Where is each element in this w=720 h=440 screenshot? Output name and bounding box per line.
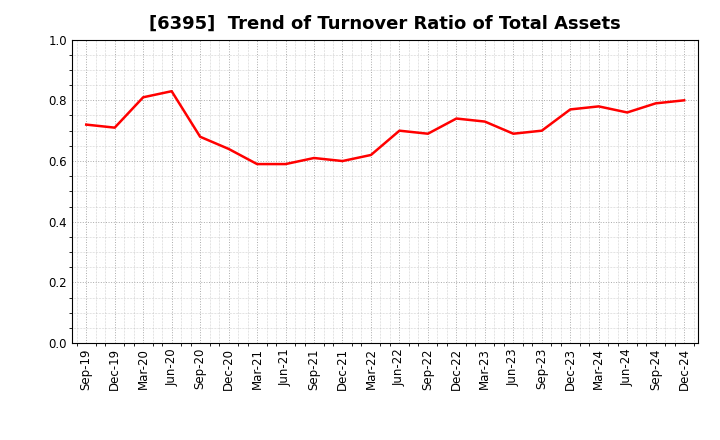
Title: [6395]  Trend of Turnover Ratio of Total Assets: [6395] Trend of Turnover Ratio of Total … (149, 15, 621, 33)
